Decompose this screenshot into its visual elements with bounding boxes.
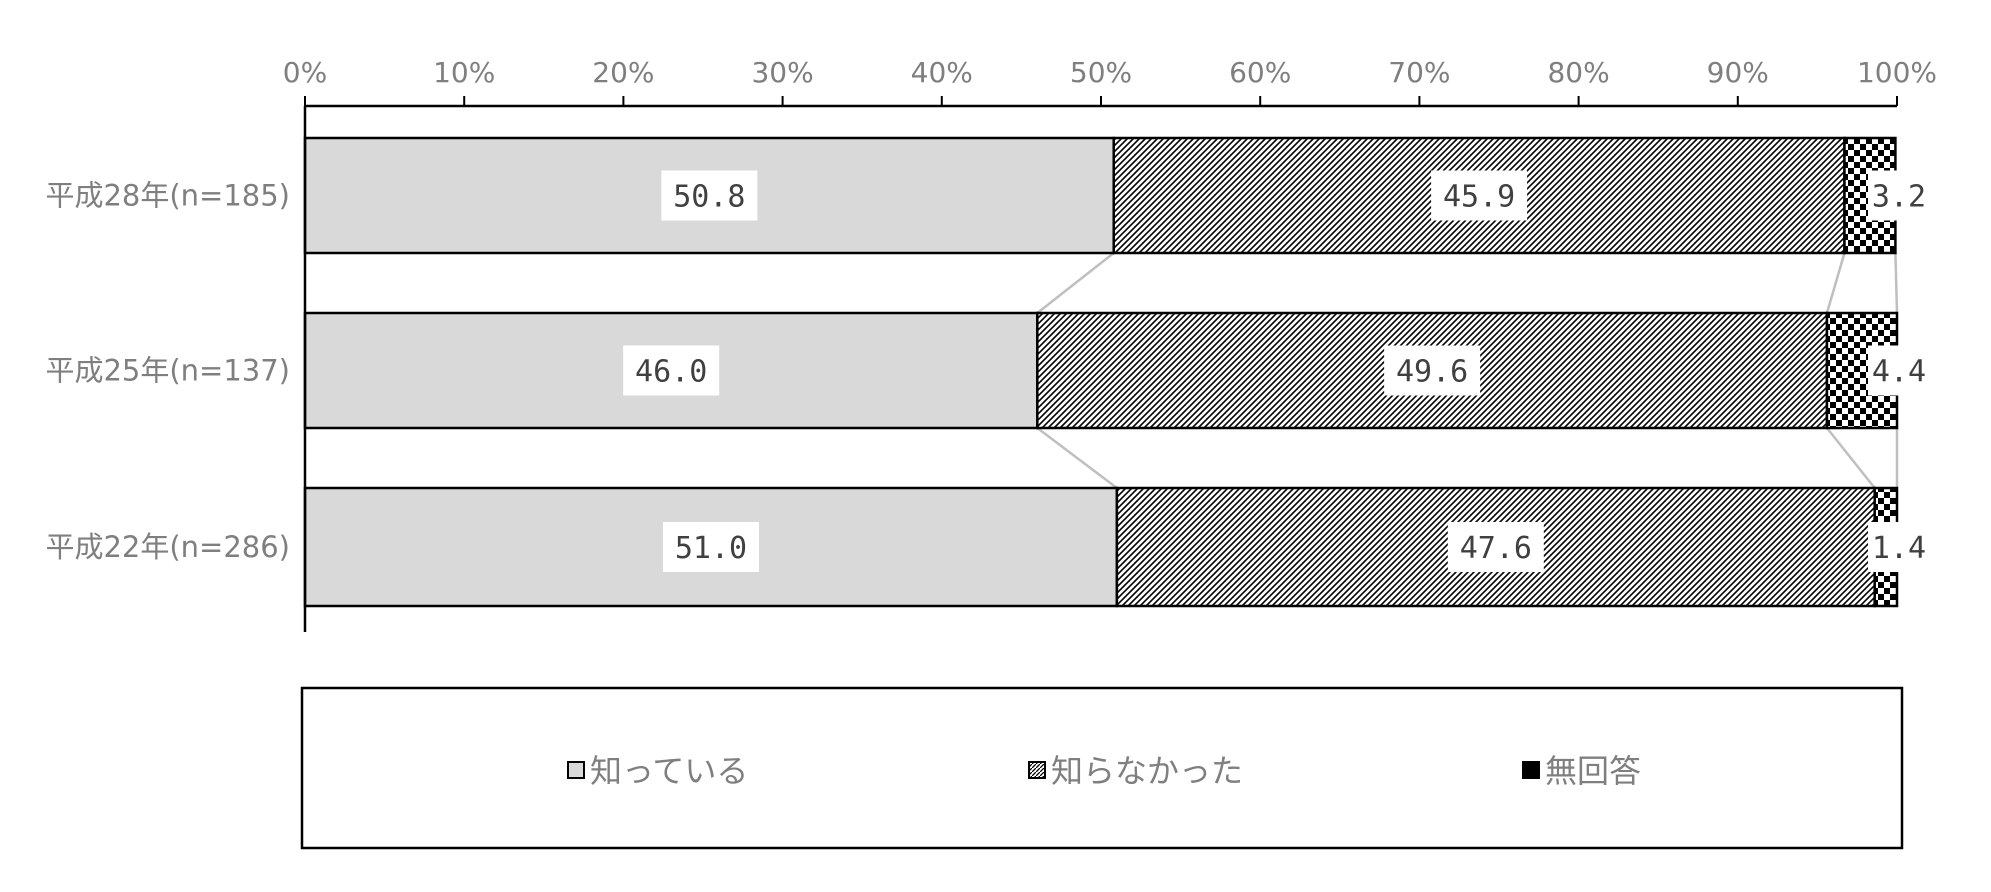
data-label-box bbox=[1431, 170, 1528, 221]
data-label-box bbox=[1447, 522, 1544, 572]
data-label: 46.0 bbox=[635, 355, 707, 390]
data-label: 45.9 bbox=[1443, 180, 1515, 215]
x-tick-label: 20% bbox=[592, 56, 654, 89]
legend-swatch bbox=[567, 761, 585, 779]
legend-label: 知っている bbox=[590, 752, 748, 790]
data-label: 49.6 bbox=[1396, 355, 1468, 390]
legend-label: 知らなかった bbox=[1051, 752, 1243, 790]
x-tick-label: 70% bbox=[1388, 56, 1450, 89]
x-tick-label: 80% bbox=[1547, 56, 1609, 89]
series-line bbox=[1825, 252, 1846, 314]
data-label-box bbox=[623, 345, 720, 396]
category-label: 平成22年(n=286) bbox=[45, 530, 290, 564]
x-tick-label: 60% bbox=[1229, 56, 1291, 89]
legend-label: 無回答 bbox=[1545, 752, 1641, 790]
data-label: 47.6 bbox=[1460, 531, 1532, 566]
category-label: 平成25年(n=137) bbox=[45, 354, 290, 388]
data-label: 50.8 bbox=[673, 180, 745, 215]
x-tick-label: 10% bbox=[433, 56, 495, 89]
series-line bbox=[1894, 252, 1899, 314]
x-tick-label: 0% bbox=[283, 56, 327, 89]
x-tick-label: 100% bbox=[1857, 56, 1937, 89]
data-label-box bbox=[1868, 522, 1930, 572]
series-line bbox=[1036, 427, 1118, 489]
category-label: 平成28年(n=185) bbox=[45, 179, 290, 213]
data-label: 51.0 bbox=[675, 531, 747, 566]
x-tick-label: 30% bbox=[751, 56, 813, 89]
x-tick-label: 50% bbox=[1070, 56, 1132, 89]
legend-swatch bbox=[1522, 761, 1540, 779]
data-label-box bbox=[662, 522, 759, 572]
data-label: 3.2 bbox=[1872, 180, 1926, 215]
legend-swatch bbox=[1028, 761, 1046, 779]
x-tick-label: 90% bbox=[1707, 56, 1769, 89]
series-line bbox=[1036, 252, 1115, 314]
data-label: 1.4 bbox=[1872, 531, 1926, 566]
data-label-box bbox=[661, 170, 758, 221]
data-label-box bbox=[1868, 170, 1930, 221]
data-label-box bbox=[1384, 345, 1481, 396]
series-line bbox=[1825, 427, 1876, 489]
data-label: 4.4 bbox=[1872, 355, 1926, 390]
x-tick-label: 40% bbox=[911, 56, 973, 89]
data-label-box bbox=[1868, 345, 1930, 396]
